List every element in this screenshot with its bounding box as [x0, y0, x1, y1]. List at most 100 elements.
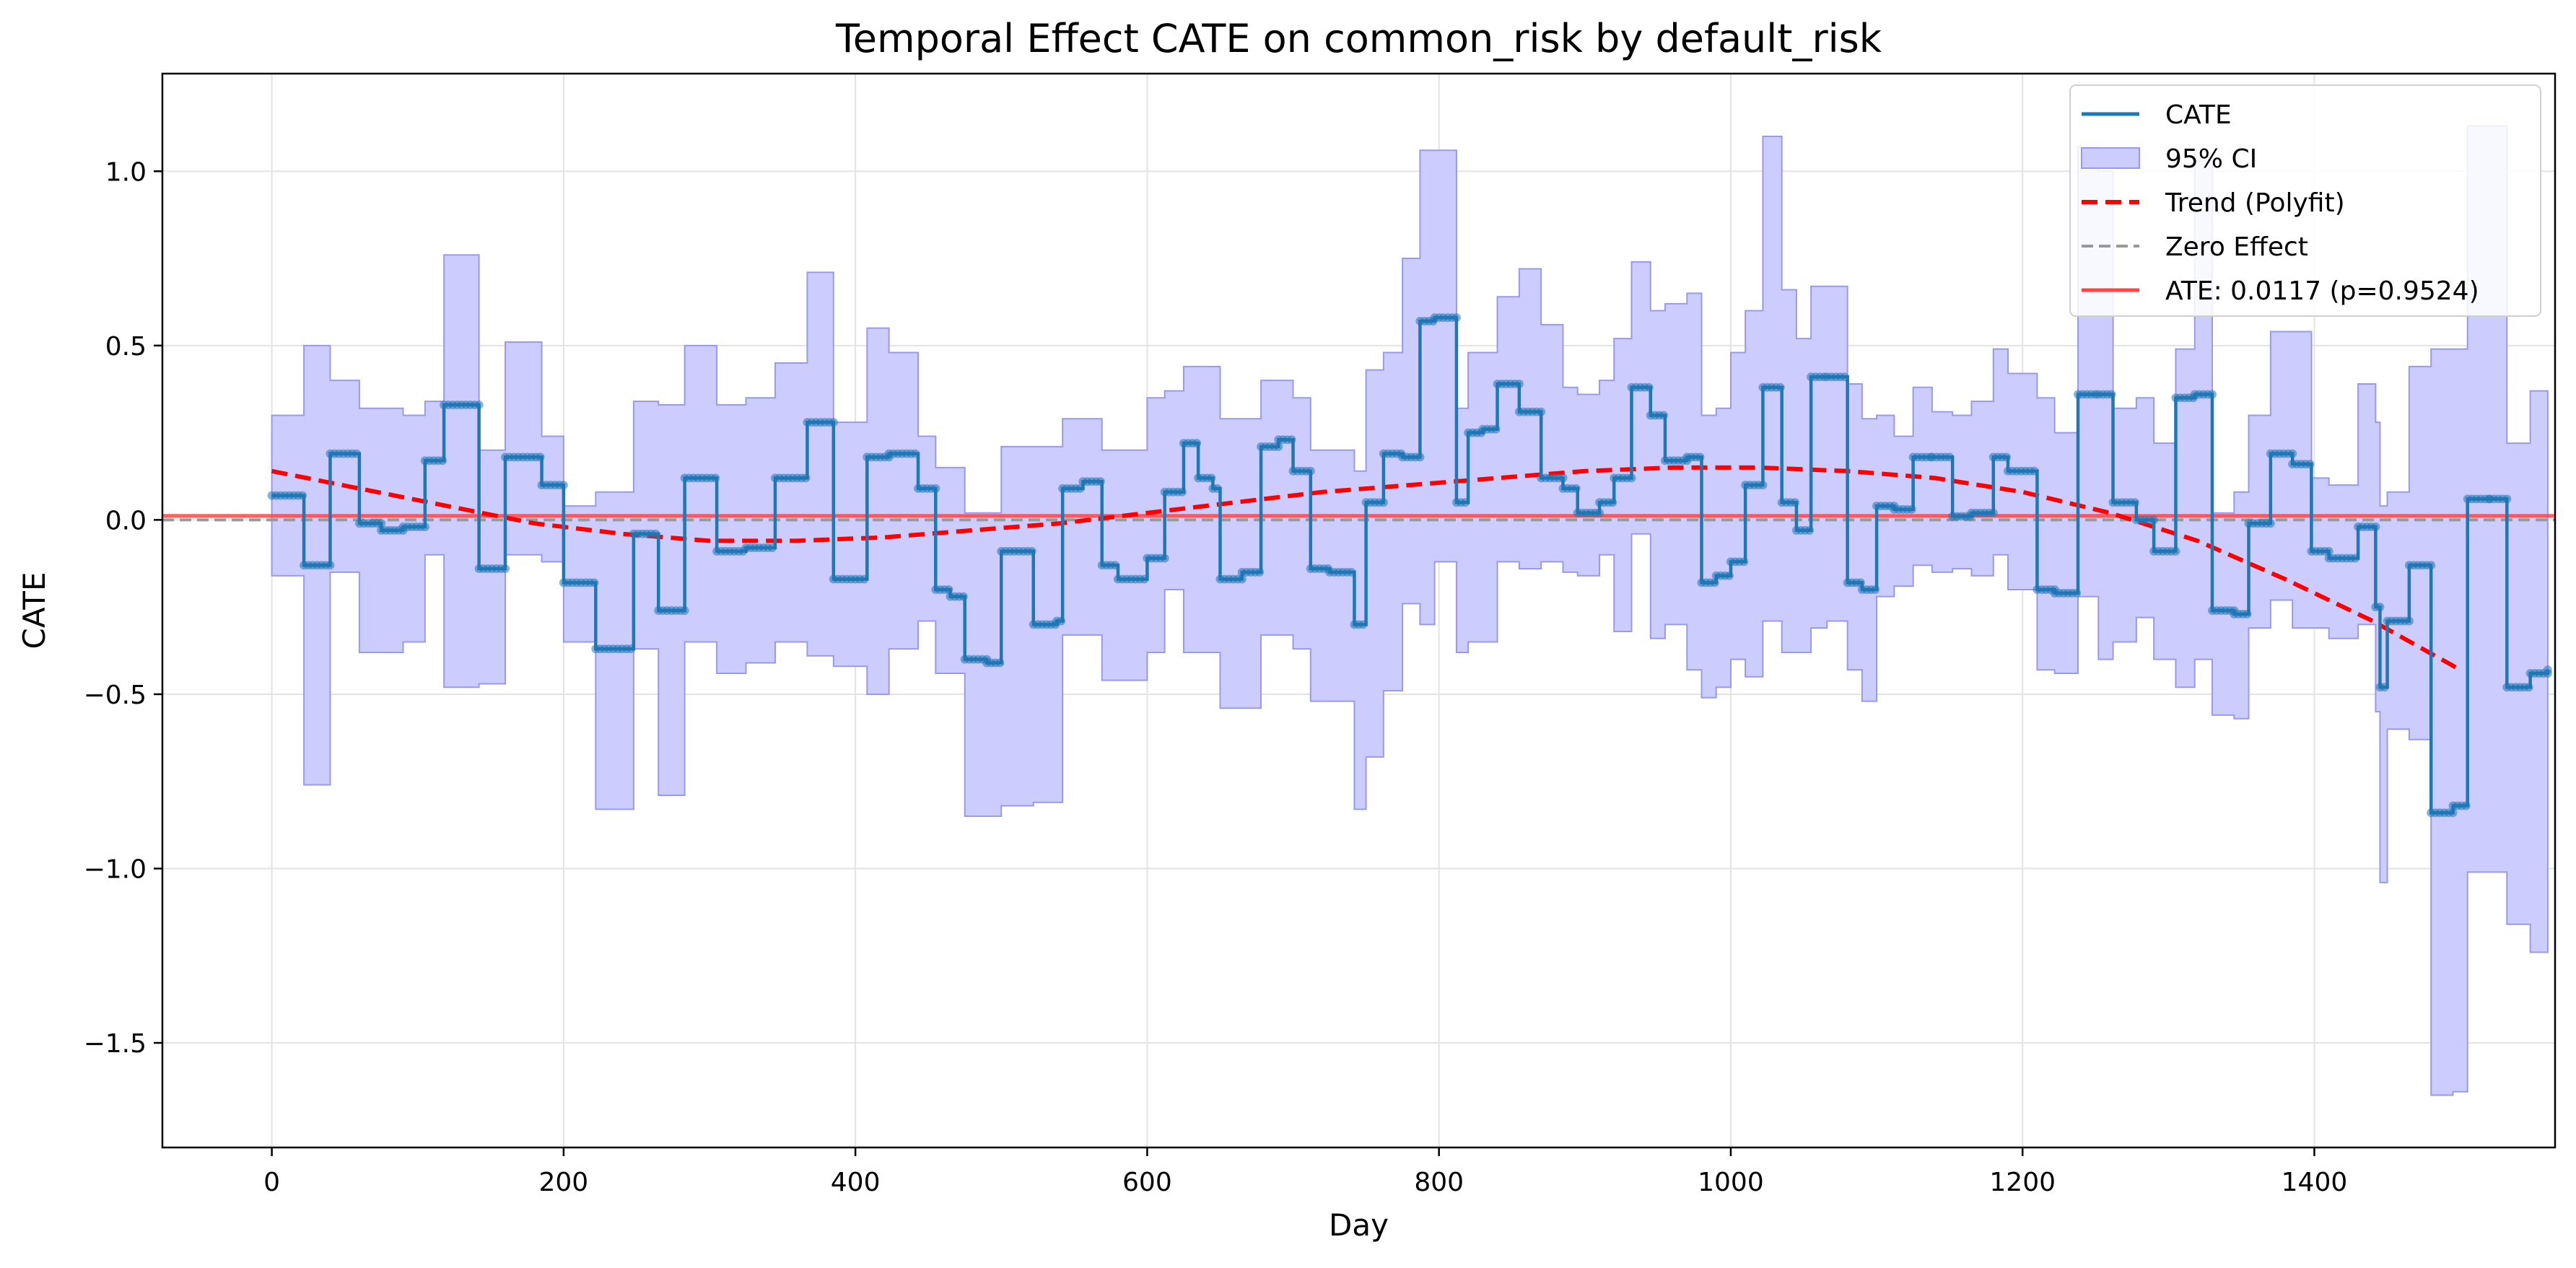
cate-point — [2266, 519, 2275, 528]
cate-point — [2448, 808, 2458, 818]
cate-point — [2149, 515, 2159, 525]
cate-point — [474, 400, 484, 409]
x-tick-label: 1400 — [2282, 1168, 2348, 1197]
cate-point — [1840, 372, 1849, 382]
cate-segment-markers — [1194, 473, 1216, 483]
cate-point — [1096, 477, 1105, 486]
cate-point — [2001, 452, 2011, 462]
cate-segment-markers — [2448, 801, 2471, 810]
cate-point — [2404, 616, 2414, 626]
x-tick-label: 400 — [831, 1168, 881, 1197]
cate-point — [1758, 481, 1768, 490]
cate-segment-markers — [2288, 460, 2315, 469]
cate-point — [420, 522, 429, 532]
cate-point — [1514, 379, 1524, 388]
cate-point — [1644, 382, 1654, 392]
cate-segment-markers — [1052, 616, 1066, 626]
x-tick-label: 0 — [263, 1168, 280, 1197]
cate-segment-markers — [2074, 390, 2100, 399]
cate-segment-markers — [1097, 561, 1119, 570]
cate-segment-markers — [474, 564, 510, 574]
cate-point — [1207, 473, 1216, 483]
cate-segment-markers — [1646, 411, 1668, 420]
cate-segment-markers — [1361, 498, 1388, 507]
cate-segment-markers — [1537, 473, 1568, 483]
cate-point — [626, 644, 635, 654]
cate-segment-markers — [680, 473, 720, 483]
x-tick-label: 800 — [1414, 1168, 1464, 1197]
cate-segment-markers — [1988, 452, 2011, 462]
legend-label: 95% CI — [2165, 144, 2257, 174]
cate-point — [1177, 487, 1187, 497]
plot-frame — [161, 72, 2557, 1149]
cate-point — [1461, 498, 1470, 507]
cate-segment-markers — [629, 529, 660, 538]
cate-segment-markers — [982, 658, 1005, 668]
cate-point — [651, 529, 660, 538]
cate-segment-markers — [2375, 683, 2389, 692]
cate-point — [1907, 504, 1916, 514]
cate-point — [1075, 484, 1085, 493]
cate-segment-markers — [1078, 477, 1105, 486]
cate-segment-markers — [1741, 481, 1768, 490]
cate-segment-markers — [2190, 390, 2217, 399]
cate-segment-markers — [1350, 620, 1368, 629]
cate-segment-markers — [501, 452, 545, 462]
cate-point — [2288, 449, 2297, 458]
cate-segment-markers — [2050, 588, 2081, 598]
y-tick-label: 0.5 — [105, 332, 147, 362]
cate-point — [2107, 390, 2116, 399]
cate-layer — [267, 313, 2552, 818]
legend-label: Trend (Polyfit) — [2165, 188, 2345, 218]
cate-point — [1724, 571, 1734, 580]
cate-segment-markers — [1325, 567, 1356, 577]
cate-segment-markers — [1682, 452, 1705, 462]
cate-segment-markers — [1791, 525, 1815, 535]
legend-box — [2069, 84, 2541, 317]
cate-point — [1659, 411, 1668, 420]
cate-segment-markers — [1478, 424, 1501, 434]
cate-segment-markers — [1777, 498, 1799, 507]
cate-point — [1306, 466, 1315, 476]
cate-point — [2072, 588, 2081, 598]
cate-segment-markers — [2171, 393, 2198, 403]
cate-point — [944, 585, 953, 595]
cate-segment-markers — [997, 546, 1036, 556]
cate-segment-markers — [829, 574, 869, 584]
cate-point — [2305, 460, 2315, 469]
cate-segment-markers — [440, 400, 484, 409]
cate-point — [2502, 494, 2512, 504]
cate-segment-markers — [1890, 504, 1916, 514]
cate-segment-markers — [803, 418, 838, 427]
cate-point — [767, 543, 777, 553]
cate-point — [1558, 473, 1568, 483]
cate-segment-markers — [1160, 487, 1187, 497]
cate-point — [711, 473, 720, 483]
x-tick-label: 1200 — [1989, 1168, 2056, 1197]
cate-point — [1945, 452, 1955, 462]
cate-segment-markers — [946, 592, 968, 601]
cate-point — [1237, 574, 1246, 584]
cate-point — [2324, 546, 2333, 556]
cate-point — [1192, 439, 1202, 448]
cate-segment-markers — [537, 481, 568, 490]
cate-point — [2207, 390, 2217, 399]
cate-point — [1255, 567, 1265, 577]
cate-point — [2351, 554, 2360, 563]
cate-point — [1790, 498, 1799, 507]
cate-segment-markers — [1493, 379, 1524, 388]
cate-segment-markers — [1274, 435, 1296, 445]
cate-point — [801, 473, 811, 483]
cate-point — [829, 418, 838, 427]
cate-point — [1776, 382, 1785, 392]
cate-point — [959, 592, 968, 601]
cate-segment-markers — [741, 543, 777, 553]
cate-point — [1856, 578, 1865, 587]
cate-point — [590, 578, 599, 587]
cate-segment-markers — [2003, 466, 2039, 476]
ticks: 0 200 400 600 800 1000 1200 1400 1.0 0.5 0.0 −0.5 −1… — [84, 157, 2348, 1197]
cate-segment-markers — [1143, 554, 1169, 563]
chart-title: Temporal Effect CATE on common_risk by d… — [835, 16, 1882, 61]
cate-segment-markers — [914, 484, 940, 493]
x-tick-label: 1000 — [1698, 1168, 1764, 1197]
